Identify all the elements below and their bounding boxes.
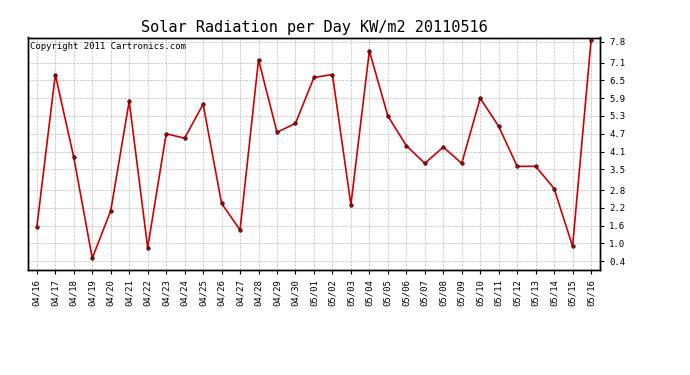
Title: Solar Radiation per Day KW/m2 20110516: Solar Radiation per Day KW/m2 20110516 (141, 20, 487, 35)
Text: Copyright 2011 Cartronics.com: Copyright 2011 Cartronics.com (30, 42, 186, 51)
